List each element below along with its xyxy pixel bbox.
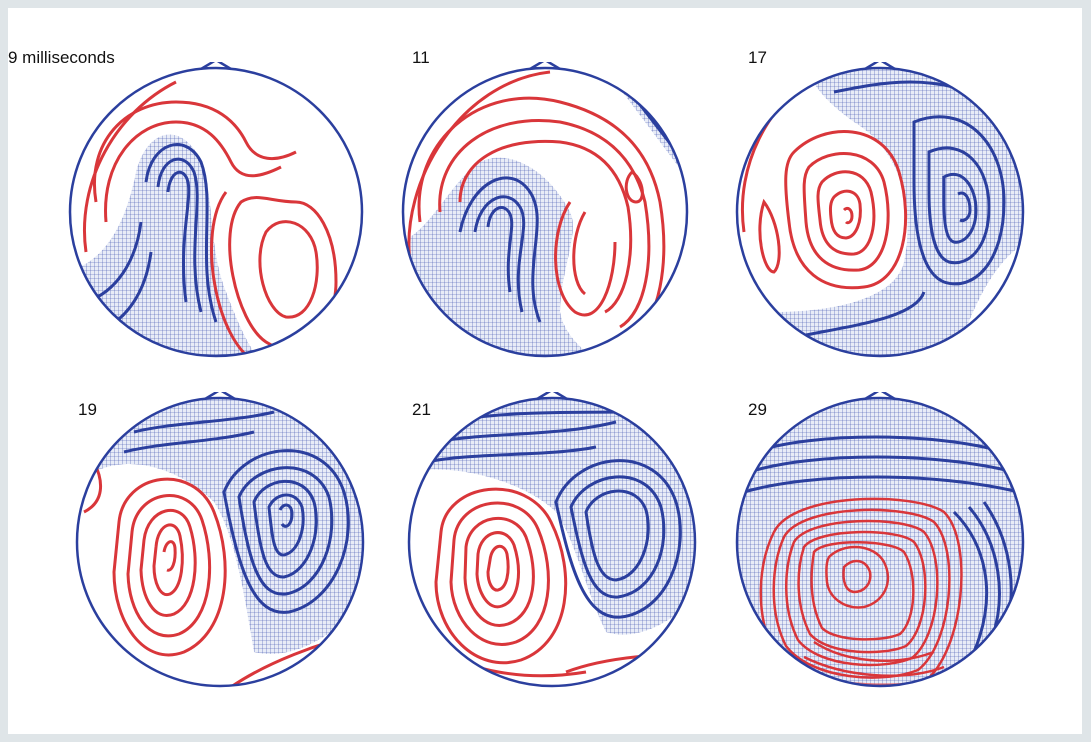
topomap-21ms (406, 392, 698, 692)
negative-region (409, 398, 695, 635)
map-label-11ms: 11 (412, 48, 430, 67)
map-label-19ms: 19 (78, 400, 97, 419)
head-outline (68, 66, 364, 358)
topomap-19ms-svg (75, 392, 365, 688)
figure-panel: 9 milliseconds (8, 8, 1082, 734)
topomap-11ms-svg (401, 62, 689, 358)
head-outline (735, 66, 1025, 358)
head-outline (401, 66, 689, 358)
positive-contours (741, 85, 908, 290)
negative-region (774, 68, 1023, 356)
topomap-17ms-svg (735, 62, 1025, 358)
positive-contours (407, 70, 666, 344)
topomap-9ms (66, 62, 366, 362)
topomap-11ms (400, 62, 690, 362)
negative-region-top (600, 68, 687, 182)
map-label-9ms: 9 milliseconds (8, 48, 115, 67)
nose-marker (864, 62, 896, 71)
head-outline (735, 396, 1025, 688)
topomap-29ms-svg (735, 392, 1025, 688)
negative-contours (123, 410, 350, 614)
nose-marker (864, 392, 896, 401)
nose-marker (529, 62, 561, 71)
topomap-21ms-svg (407, 392, 697, 688)
head-outline (407, 396, 697, 688)
negative-region (70, 134, 266, 356)
topomap-9ms-svg (68, 62, 364, 358)
topomap-19ms (74, 392, 366, 692)
head-outline (75, 396, 365, 688)
map-label-29ms: 29 (748, 400, 767, 419)
positive-contours (83, 80, 338, 356)
nose-marker (536, 392, 568, 401)
topomap-29ms (734, 392, 1026, 692)
nose-marker (200, 62, 232, 71)
topomap-17ms (734, 62, 1026, 362)
nose-marker (204, 392, 236, 401)
map-label-21ms: 21 (412, 400, 431, 419)
negative-region (403, 157, 600, 356)
map-label-17ms: 17 (748, 48, 767, 67)
